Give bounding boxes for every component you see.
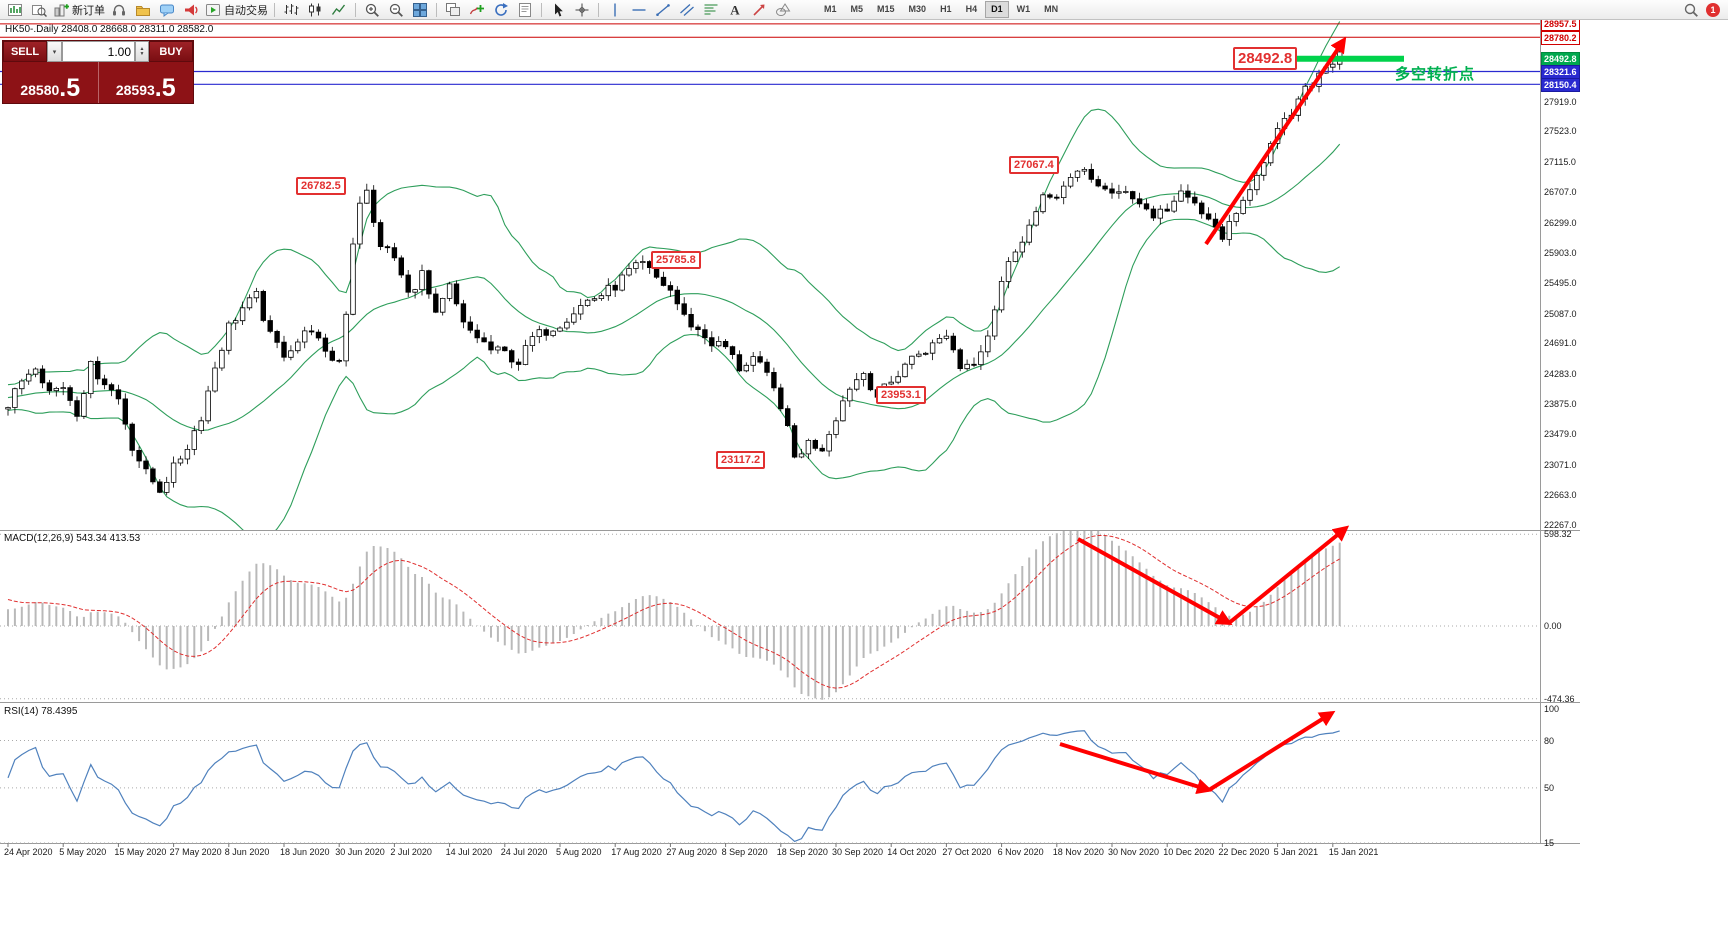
toolbar-separator [436, 2, 437, 17]
trend-arrows-layer [1059, 36, 1350, 795]
rsi-line [7, 730, 1340, 843]
trade-controls-row: SELL ▾ ▲▼ BUY [3, 41, 193, 62]
search-icon[interactable] [1679, 1, 1703, 19]
bullish-candle-bodies [5, 51, 1343, 493]
macd-pane[interactable] [7, 525, 1341, 700]
timeframe-d1-button[interactable]: D1 [985, 1, 1009, 18]
volume-stepper[interactable]: ▲ ▼ [135, 41, 149, 62]
stepper-up-icon[interactable]: ▲ [139, 45, 145, 52]
main-toolbar: 新订单 自动交易 A M1 M5 M15 M30 H1 H4 D1 W1 MN 1 [0, 0, 1728, 20]
toolbar-separator [355, 2, 356, 17]
indicators-icon[interactable] [465, 1, 489, 19]
chat-icon[interactable] [155, 1, 179, 19]
new-order-icon[interactable]: 新订单 [51, 1, 107, 19]
tile-windows-icon[interactable] [408, 1, 432, 19]
macd-signal-line [7, 535, 1340, 689]
bar-chart-icon[interactable] [279, 1, 303, 19]
timeframe-h4-button[interactable]: H4 [965, 4, 978, 14]
sell-price-display[interactable]: 28580.5 [3, 62, 98, 103]
volume-dropdown-button[interactable]: ▾ [47, 41, 62, 62]
chart-profiles-icon[interactable] [27, 1, 51, 19]
history-folder-icon[interactable] [131, 1, 155, 19]
market-watch-icon[interactable] [107, 1, 131, 19]
buy-price-display[interactable]: 28593.5 [99, 62, 194, 103]
new-chart-icon[interactable] [3, 1, 27, 19]
svg-text:A: A [730, 2, 740, 17]
panel-divider [97, 62, 99, 103]
rsi-indicator-label: RSI(14) 78.4395 [4, 706, 78, 717]
autotrading-icon[interactable]: 自动交易 [203, 1, 270, 19]
timeframe-mn-button[interactable]: MN [1044, 4, 1059, 14]
text-label-icon[interactable]: A [723, 1, 747, 19]
period-cycle-icon[interactable] [489, 1, 513, 19]
sell-price-main: 28580 [20, 82, 60, 98]
toolbar-button-label: 新订单 [72, 4, 105, 17]
crosshair-icon[interactable] [570, 1, 594, 19]
timeframe-m5-button[interactable]: M5 [850, 4, 864, 14]
bollinger-middle-band [7, 143, 1341, 431]
buy-price-frac: .5 [154, 74, 176, 102]
zoom-out-icon[interactable] [384, 1, 408, 19]
price-display-row: 28580.5 28593.5 [3, 62, 193, 103]
volume-input[interactable] [62, 41, 135, 62]
toolbar-separator [541, 2, 542, 17]
main-chart-pane[interactable] [0, 21, 1540, 542]
one-click-trading-panel: SELL ▾ ▲▼ BUY 28580.5 28593.5 [2, 40, 194, 104]
auto-arrange-icon[interactable] [441, 1, 465, 19]
buy-price-main: 28593 [115, 82, 155, 98]
candlestick-chart-icon[interactable] [303, 1, 327, 19]
rsi-pane[interactable] [7, 730, 1340, 843]
toolbar-button-label: 自动交易 [224, 4, 268, 17]
chart-ohlc-title: HK50-.Daily 28408.0 28668.0 28311.0 2858… [5, 24, 214, 35]
macd-indicator-label: MACD(12,26,9) 543.34 413.53 [4, 533, 141, 544]
turning-point-label: 多空转折点 [1395, 66, 1476, 83]
toolbar-separator [274, 2, 275, 17]
buy-button[interactable]: BUY [149, 41, 193, 62]
shapes-icon[interactable] [771, 1, 795, 19]
bearish-candle-bodies [39, 85, 1315, 493]
candle-wicks [7, 46, 1341, 496]
sell-price-frac: .5 [59, 74, 81, 102]
toolbar-icon-group: 新订单 自动交易 A [3, 1, 795, 19]
timeframe-h1-button[interactable]: H1 [940, 4, 952, 14]
vertical-line-icon[interactable] [603, 1, 627, 19]
toolbar-separator [598, 2, 599, 17]
trendline-icon[interactable] [651, 1, 675, 19]
toolbar-right-group: 1 [1679, 1, 1728, 19]
line-chart-icon[interactable] [327, 1, 351, 19]
horizontal-line-icon[interactable] [627, 1, 651, 19]
trend-arrow[interactable] [1204, 36, 1347, 246]
alerts-icon[interactable] [179, 1, 203, 19]
templates-icon[interactable] [513, 1, 537, 19]
macd-histogram [7, 531, 1341, 700]
timeframe-m1-button[interactable]: M1 [824, 4, 837, 14]
timeframe-m30-button[interactable]: M30 [908, 4, 927, 14]
timeframe-w1-button[interactable]: W1 [1016, 4, 1031, 14]
fibonacci-icon[interactable] [699, 1, 723, 19]
stepper-down-icon[interactable]: ▼ [139, 50, 145, 57]
trend-arrow[interactable] [1059, 742, 1213, 795]
zoom-in-icon[interactable] [360, 1, 384, 19]
timeframe-group: M1 M5 M15 M30 H1 H4 D1 W1 MN [817, 1, 1065, 18]
trend-arrow[interactable] [1227, 525, 1350, 625]
trend-arrow[interactable] [1207, 710, 1336, 792]
sell-button[interactable]: SELL [3, 41, 47, 62]
timeframe-m15-button[interactable]: M15 [877, 4, 895, 14]
arrow-tool-icon[interactable] [747, 1, 771, 19]
notification-badge[interactable]: 1 [1706, 2, 1720, 17]
trend-arrow[interactable] [1077, 537, 1233, 625]
channel-icon[interactable] [675, 1, 699, 19]
cursor-icon[interactable] [546, 1, 570, 19]
bollinger-lower-band [7, 218, 1340, 530]
